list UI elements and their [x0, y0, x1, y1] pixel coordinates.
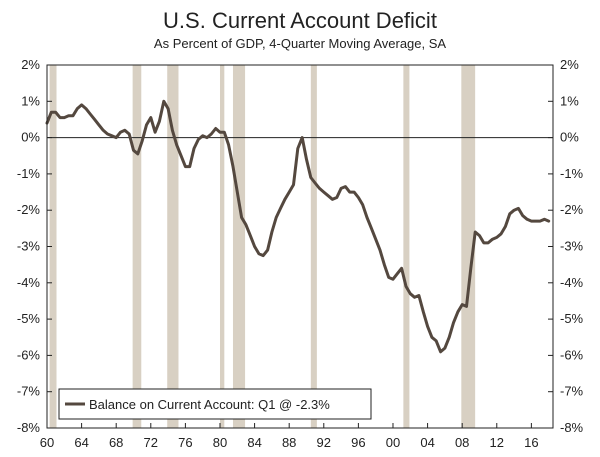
- y-tick-label-right-7: -5%: [560, 311, 584, 326]
- plot-frame: [46, 64, 554, 429]
- x-tick-label-2: 68: [109, 435, 123, 450]
- recession-band-2: [167, 65, 179, 428]
- x-tick-label-1: 64: [74, 435, 88, 450]
- y-tick-label-left-8: -6%: [17, 347, 41, 362]
- y-tick-label-right-2: 0%: [560, 130, 579, 145]
- x-tick-label-8: 92: [317, 435, 331, 450]
- y-tick-label-right-9: -7%: [560, 384, 584, 399]
- x-tick-label-14: 16: [524, 435, 538, 450]
- y-tick-label-right-8: -6%: [560, 347, 584, 362]
- chart-subtitle: As Percent of GDP, 4-Quarter Moving Aver…: [153, 36, 447, 51]
- x-tick-label-0: 60: [40, 435, 54, 450]
- y-tick-label-right-5: -3%: [560, 239, 584, 254]
- y-tick-label-left-5: -3%: [17, 239, 41, 254]
- y-tick-label-right-10: -8%: [560, 420, 584, 435]
- y-tick-label-left-7: -5%: [17, 311, 41, 326]
- y-tick-label-right-6: -4%: [560, 275, 584, 290]
- y-tick-label-left-2: 0%: [21, 130, 40, 145]
- x-tick-label-4: 76: [178, 435, 192, 450]
- recession-band-1: [132, 65, 142, 428]
- y-tick-label-left-1: 1%: [21, 93, 40, 108]
- x-tick-label-5: 80: [213, 435, 227, 450]
- x-tick-label-3: 72: [144, 435, 158, 450]
- x-tick-label-9: 96: [351, 435, 365, 450]
- chart-title: U.S. Current Account Deficit: [163, 8, 437, 33]
- recession-band-3: [219, 65, 225, 428]
- x-tick-label-6: 84: [247, 435, 261, 450]
- legend-label: Balance on Current Account: Q1 @ -2.3%: [89, 397, 330, 412]
- x-tick-label-12: 08: [455, 435, 469, 450]
- legend-box: [58, 388, 372, 420]
- recession-band-5: [310, 65, 317, 428]
- y-tick-label-left-9: -7%: [17, 384, 41, 399]
- y-tick-label-right-4: -2%: [560, 202, 584, 217]
- y-tick-label-left-10: -8%: [17, 420, 41, 435]
- axis-ticks: 2% 2% 1% 1% 0% 0% -1% -1% -2% -2% -3% -3% -4% -4% -5% -…: [17, 57, 584, 450]
- legend: Balance on Current Account: Q1 @ -2.3%: [58, 388, 372, 420]
- recession-band-6: [403, 65, 410, 428]
- recession-bands: [49, 65, 476, 428]
- y-tick-label-right-3: -1%: [560, 166, 584, 181]
- y-tick-label-left-3: -1%: [17, 166, 41, 181]
- x-tick-label-10: 00: [386, 435, 400, 450]
- recession-band-4: [232, 65, 246, 428]
- y-tick-label-right-1: 1%: [560, 93, 579, 108]
- y-tick-label-right-0: 2%: [560, 57, 579, 72]
- recession-band-0: [49, 65, 57, 428]
- y-tick-label-left-0: 2%: [21, 57, 40, 72]
- y-tick-label-left-6: -4%: [17, 275, 41, 290]
- x-tick-label-7: 88: [282, 435, 296, 450]
- recession-band-7: [461, 65, 476, 428]
- y-tick-label-left-4: -2%: [17, 202, 41, 217]
- x-tick-label-13: 12: [490, 435, 504, 450]
- series-line-current-account: [45, 99, 551, 354]
- x-tick-label-11: 04: [420, 435, 434, 450]
